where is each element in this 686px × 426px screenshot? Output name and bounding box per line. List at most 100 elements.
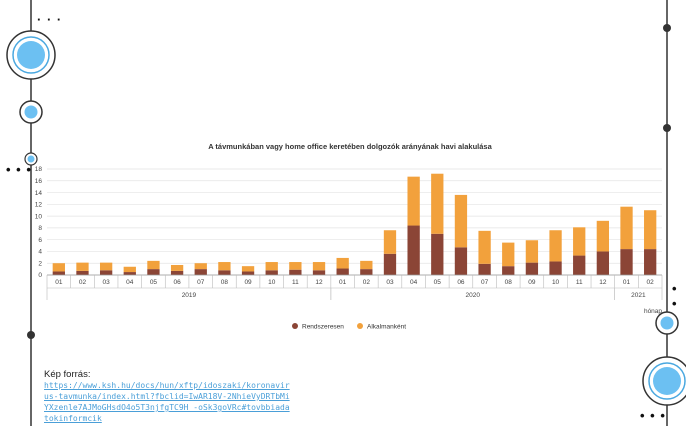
x-tick-label: 09 (244, 279, 252, 286)
left-node-dot (27, 331, 35, 339)
x-tick-label: 11 (576, 279, 583, 286)
y-tick-label: 16 (35, 178, 43, 185)
left-small-circle-fill (27, 155, 35, 163)
bar-rendszeresen (644, 249, 657, 275)
bar-alkalmankent (265, 262, 278, 271)
x-tick-label: 01 (55, 279, 63, 286)
x-tick-label: 06 (457, 279, 465, 286)
bar-rendszeresen (241, 271, 255, 275)
y-tick-label: 4 (38, 249, 42, 256)
bar-alkalmankent (573, 227, 586, 256)
x-tick-label: 03 (386, 279, 394, 286)
x-tick-label: 06 (173, 279, 181, 286)
bar-alkalmankent (596, 220, 610, 252)
x-tick-label: 02 (363, 279, 371, 286)
bar-alkalmankent (620, 206, 633, 250)
y-tick-label: 0 (38, 272, 42, 279)
x-tick-label: 02 (647, 279, 655, 286)
y-tick-label: 2 (38, 260, 42, 267)
bar-rendszeresen (312, 270, 326, 275)
x-axis: 01 02 03 04 05 06 07 08 09 10 11 12 01 02 03 04 05 06 07 08… (46, 274, 663, 300)
bar-alkalmankent (336, 257, 349, 269)
bar-rendszeresen (99, 270, 113, 275)
legend-label-rendszeresen: Rendszeresen (302, 324, 344, 331)
bar-rendszeresen (431, 233, 444, 275)
bar-rendszeresen (549, 261, 562, 275)
bar-alkalmankent (194, 263, 207, 270)
x-tick-label: 07 (481, 279, 489, 286)
bar-alkalmankent (241, 266, 255, 272)
bar-rendszeresen (194, 269, 207, 275)
x-tick-label: 10 (552, 279, 560, 286)
bar-rendszeresen (407, 225, 420, 275)
bar-rendszeresen (336, 268, 349, 275)
chart-legend: Rendszeresen Alkalmanként (292, 323, 406, 331)
bar-rendszeresen (170, 270, 184, 275)
bar-rendszeresen (454, 247, 468, 275)
bar-rendszeresen (289, 269, 302, 275)
bar-alkalmankent (170, 264, 184, 271)
x-axis-label: hónap (644, 308, 662, 315)
y-axis: 0 2 4 6 8 10 12 14 16 18 (35, 166, 43, 279)
bar-rendszeresen (123, 272, 136, 275)
bar-alkalmankent (218, 262, 231, 271)
bar-alkalmankent (360, 260, 373, 270)
bar-rendszeresen (383, 253, 397, 275)
bar-alkalmankent (383, 230, 397, 254)
x-year-label: 2021 (631, 292, 646, 299)
image-source: Kép forrás: https://www.ksh.hu/docs/hun/… (44, 369, 294, 424)
bar-alkalmankent (478, 230, 491, 264)
bar-alkalmankent (312, 262, 326, 271)
left-large-circle-fill (17, 41, 45, 69)
y-tick-label: 18 (35, 166, 43, 173)
bar-alkalmankent (454, 194, 468, 248)
bar-rendszeresen (502, 266, 515, 275)
ellipsis-dots-top-left: · · · (37, 12, 63, 27)
x-year-label: 2019 (182, 292, 197, 299)
bar-alkalmankent (289, 262, 302, 270)
x-tick-label: 02 (79, 279, 87, 286)
right-large-circle-fill (653, 367, 681, 395)
right-medium-circle-fill (660, 316, 674, 330)
x-tick-label: 11 (292, 279, 299, 286)
x-tick-label: 01 (339, 279, 347, 286)
bar-alkalmankent (123, 266, 136, 273)
bar-alkalmankent (147, 260, 160, 270)
chart-gridlines (47, 168, 662, 276)
bar-alkalmankent (525, 240, 539, 263)
bar-rendszeresen (525, 262, 539, 275)
ellipsis-dots-left: • • • (6, 162, 32, 177)
bar-rendszeresen (52, 271, 65, 275)
right-node-dot-middle (663, 124, 671, 132)
x-tick-label: 10 (268, 279, 276, 286)
x-tick-label: 05 (434, 279, 442, 286)
bar-alkalmankent (644, 210, 657, 250)
y-tick-label: 14 (35, 190, 43, 197)
legend-swatch-alkalmankent (357, 323, 363, 329)
bar-rendszeresen (360, 269, 373, 275)
right-node-dot-top (663, 24, 671, 32)
x-tick-label: 03 (103, 279, 111, 286)
y-tick-label: 6 (38, 237, 42, 244)
x-tick-label: 09 (528, 279, 536, 286)
left-medium-circle-fill (24, 105, 38, 119)
chart-title: A távmunkában vagy home office keretében… (208, 142, 492, 151)
source-label: Kép forrás: (44, 369, 91, 380)
bar-rendszeresen (218, 270, 231, 275)
source-link[interactable]: https://www.ksh.hu/docs/hun/xftp/idoszak… (44, 381, 290, 423)
x-tick-label: 05 (150, 279, 158, 286)
bar-alkalmankent (431, 173, 444, 234)
y-tick-label: 12 (35, 202, 43, 209)
x-year-label: 2020 (466, 292, 481, 299)
legend-swatch-rendszeresen (292, 323, 298, 329)
x-tick-label: 12 (599, 279, 607, 286)
chart-bars (52, 173, 657, 275)
bar-alkalmankent (549, 230, 562, 262)
x-tick-label: 12 (315, 279, 323, 286)
bar-rendszeresen (147, 269, 160, 275)
bar-alkalmankent (99, 262, 113, 271)
bar-rendszeresen (265, 270, 278, 275)
bar-rendszeresen (620, 249, 633, 275)
